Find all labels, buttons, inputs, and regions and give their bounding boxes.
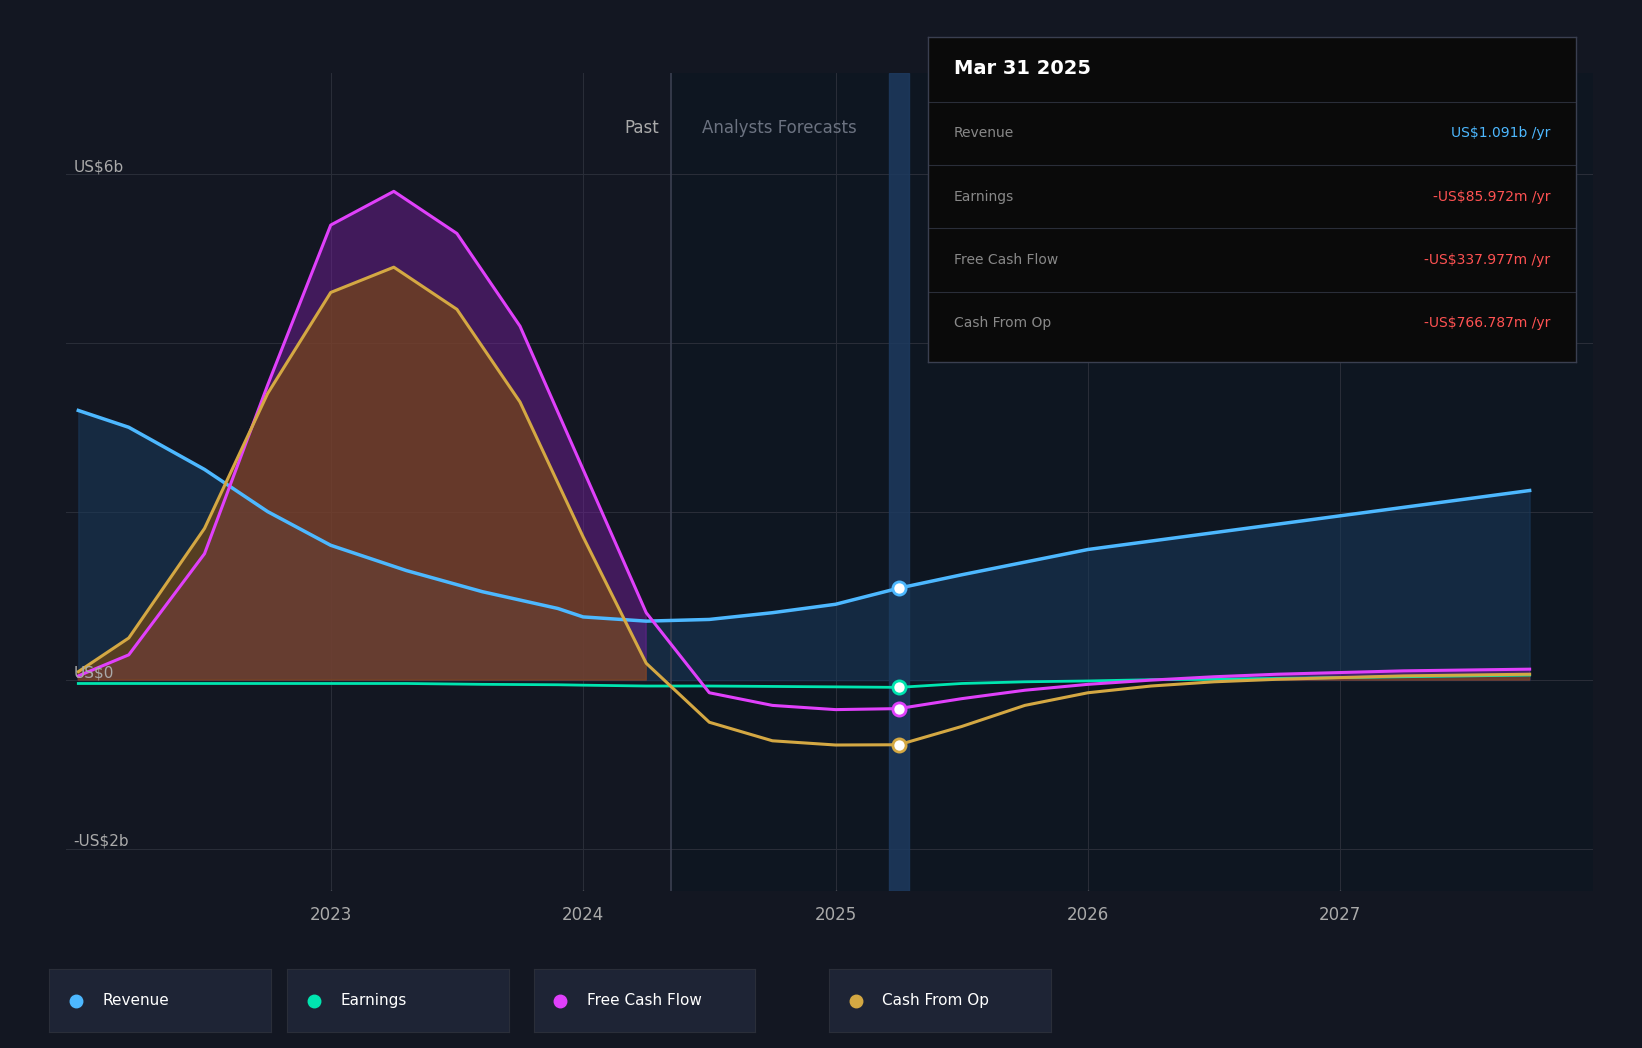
- Point: [885, 679, 911, 696]
- Text: Past: Past: [624, 118, 658, 136]
- Text: -US$337.977m /yr: -US$337.977m /yr: [1424, 253, 1550, 267]
- Text: Analysts Forecasts: Analysts Forecasts: [701, 118, 857, 136]
- Text: Revenue: Revenue: [102, 994, 169, 1008]
- Text: Cash From Op: Cash From Op: [882, 994, 990, 1008]
- Text: Mar 31 2025: Mar 31 2025: [954, 60, 1090, 79]
- Text: Free Cash Flow: Free Cash Flow: [586, 994, 701, 1008]
- Text: Earnings: Earnings: [954, 190, 1013, 203]
- Text: Revenue: Revenue: [954, 127, 1013, 140]
- Point: [885, 580, 911, 596]
- Text: 2023: 2023: [310, 905, 351, 924]
- Bar: [66, 73, 672, 891]
- Text: US$6b: US$6b: [74, 159, 123, 174]
- Text: -US$2b: -US$2b: [74, 833, 128, 849]
- Text: 2027: 2027: [1319, 905, 1361, 924]
- Text: 2025: 2025: [814, 905, 857, 924]
- Text: 2026: 2026: [1067, 905, 1108, 924]
- Text: 2024: 2024: [562, 905, 604, 924]
- Text: -US$766.787m /yr: -US$766.787m /yr: [1424, 316, 1550, 330]
- Text: US$1.091b /yr: US$1.091b /yr: [1452, 127, 1550, 140]
- Bar: [672, 73, 1593, 891]
- Point: [885, 737, 911, 754]
- Point: [885, 700, 911, 717]
- Text: -US$85.972m /yr: -US$85.972m /yr: [1433, 190, 1550, 203]
- Bar: [888, 73, 908, 891]
- Text: Earnings: Earnings: [340, 994, 407, 1008]
- Text: Cash From Op: Cash From Op: [954, 316, 1051, 330]
- Text: Free Cash Flow: Free Cash Flow: [954, 253, 1057, 267]
- Text: US$0: US$0: [74, 665, 113, 680]
